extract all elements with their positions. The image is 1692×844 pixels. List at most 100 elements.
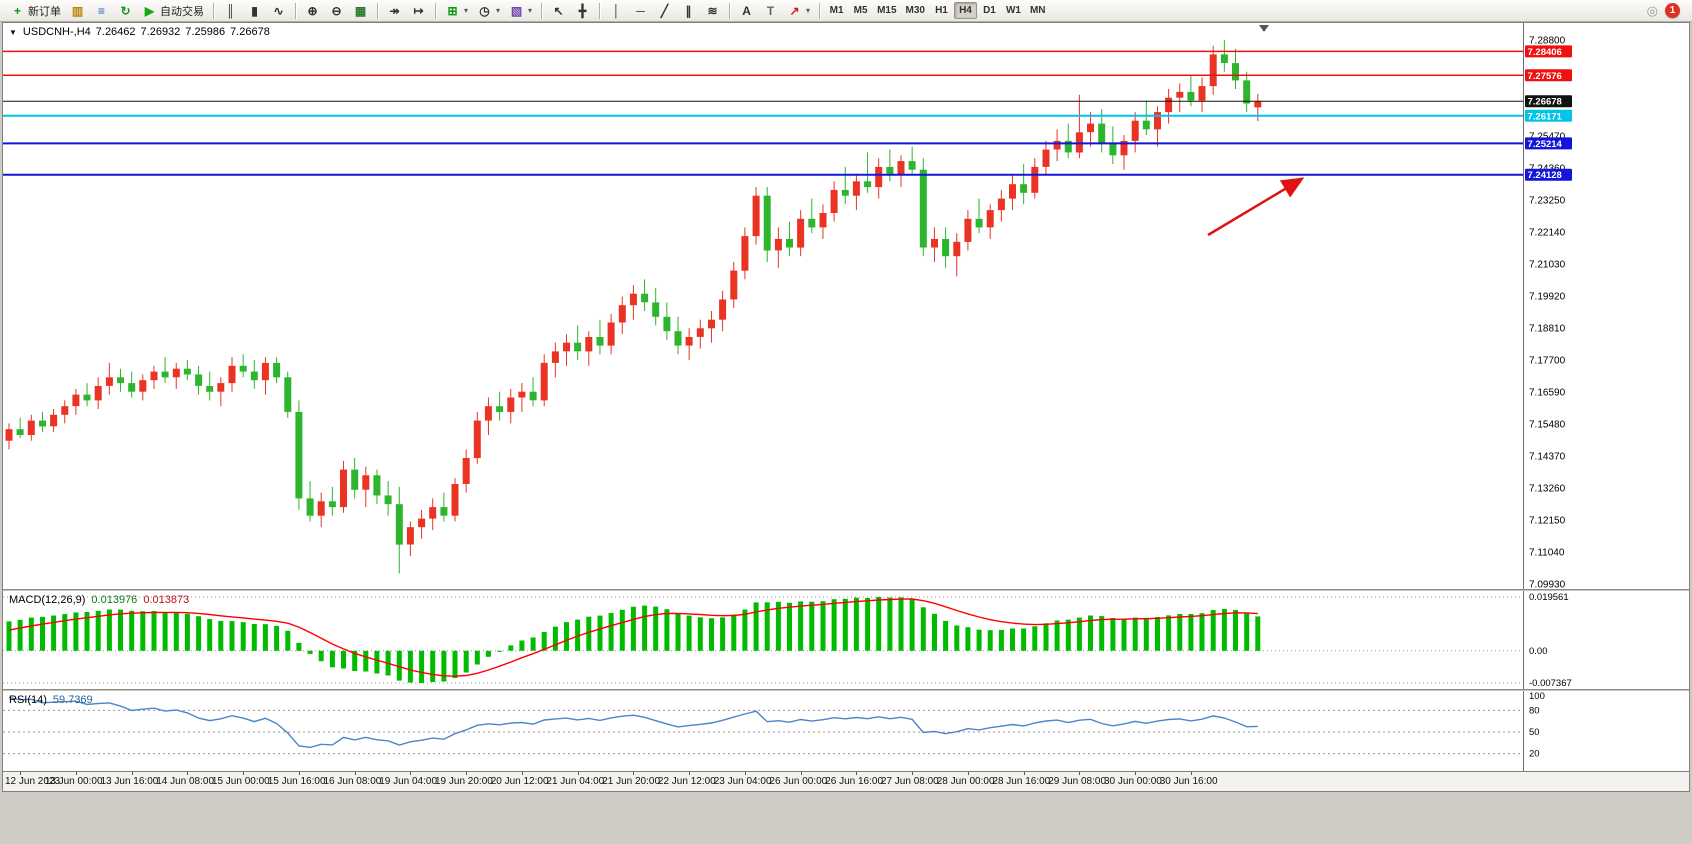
bar-chart-button[interactable]: ║ [219,2,242,20]
macd-main-value: 0.013976 [91,594,138,606]
channel-icon: ∥ [685,3,692,18]
cursor-button[interactable]: ↖ [547,2,570,20]
period-button-m5[interactable]: M5 [853,5,868,16]
candle-body [239,365,247,372]
macd-bar [229,621,235,651]
price-badge [1525,95,1572,108]
chart-title: ▼ USDCNH-,H4 7.26462 7.26932 7.25986 7.2… [9,26,270,38]
crosshair-button[interactable]: ╋ [571,2,594,20]
candle-body [1176,91,1184,98]
candle-body [1154,112,1161,130]
candle-body [362,475,370,490]
candle-body [574,342,582,352]
rsi-panel[interactable]: 100 80 50 20 [3,691,1689,771]
time-axis-label: 27 Jun 08:00 [880,776,939,787]
chart-shift-marker[interactable] [1259,25,1269,32]
horizontal-line-button[interactable]: ─ [629,2,652,20]
candle [128,371,136,398]
period-button-h4[interactable]: H4 [953,2,977,19]
trend-arrow-annotation[interactable] [1207,177,1305,237]
text-label-button[interactable]: T [759,2,782,20]
candlestick-chart-button[interactable]: ▮ [243,2,266,20]
macd-bar [575,619,581,651]
macd-bar [809,601,815,651]
period-button-w1[interactable]: W1 [1005,5,1021,16]
candle-body [1109,143,1117,156]
macd-bar [162,612,168,651]
candle-body [1042,149,1050,167]
candle [774,227,782,268]
alerts-icon[interactable]: ◎ [1646,2,1658,18]
macd-panel[interactable]: 0.019561 0.00 -0.007367 [3,591,1689,689]
macd-bar [853,597,859,651]
charts-profile-button[interactable]: ▥ [66,2,89,20]
arrows-button[interactable]: ↗ ▾ [783,2,814,20]
panel-separator-macd[interactable] [3,589,1689,591]
price-axis-label: 7.15480 [1529,420,1566,431]
refresh-button[interactable]: ↻ [114,2,137,20]
period-buttons-group: M1 M5 M15 M30 H1 H4 D1 W1 MN [823,2,1051,19]
macd-bar [151,611,157,651]
macd-bar [207,619,213,651]
price-axis-label: 7.23250 [1529,196,1566,207]
time-axis-tick [466,772,468,775]
macd-bar [1021,628,1027,651]
macd-bar [329,650,335,668]
one-click-trading-toggle[interactable]: ▼ [9,27,17,37]
auto-scroll-button[interactable]: ↠ [383,2,406,20]
candle [373,469,381,505]
macd-bar [519,640,525,651]
templates-button[interactable]: ▧ ▾ [505,2,536,20]
vertical-line-button[interactable]: │ [605,2,628,20]
fibonacci-button[interactable]: ≋ [701,2,724,20]
toolbar-separator [295,2,296,19]
indicators-button[interactable]: ⊞ ▾ [441,2,472,20]
candle-body [317,501,325,516]
market-watch-button[interactable]: ≡ [90,2,113,20]
notification-badge[interactable]: 1 [1665,3,1680,18]
new-order-button[interactable]: + 新订单 [6,2,65,20]
candle [685,328,693,360]
candle-body [27,420,35,435]
candlestick-icon: ▮ [251,3,258,18]
periods-button[interactable]: ◷ ▾ [473,2,504,20]
channel-button[interactable]: ∥ [677,2,700,20]
candle-body [931,238,938,248]
macd-bar [597,615,603,651]
candle [105,362,113,395]
period-button-mn[interactable]: MN [1029,5,1046,16]
period-button-m1[interactable]: M1 [829,5,844,16]
candle-body [340,469,347,508]
period-button-m30[interactable]: M30 [905,5,925,16]
main-chart[interactable]: 7.288007.254707.243607.232507.221407.210… [3,23,1689,589]
candle-body [864,181,872,188]
zoom-out-button[interactable]: ⊖ [325,2,348,20]
price-badge [1525,69,1572,82]
period-button-h1[interactable]: H1 [935,5,948,16]
macd-bar [842,598,848,651]
time-axis[interactable]: 12 Jun 2023 13 Jun 00:00 13 Jun 16:00 14 Ju… [3,771,1689,791]
time-axis-label: 16 Jun 08:00 [323,776,382,787]
text-button[interactable]: A [735,2,758,20]
macd-bar [307,650,313,654]
tile-windows-button[interactable]: ▦ [349,2,372,20]
candle-body [819,213,827,228]
trendline-button[interactable]: ╱ [653,2,676,20]
ohlc-high: 7.26932 [140,26,181,38]
autotrading-button[interactable]: ▶ 自动交易 [138,2,208,20]
macd-bar [1155,617,1160,651]
period-button-m15[interactable]: M15 [877,5,897,16]
label-icon: T [766,3,775,18]
chart-shift-button[interactable]: ↦ [407,2,430,20]
period-button-d1[interactable]: D1 [983,5,996,16]
candle-body [284,377,292,412]
candle [1131,112,1139,153]
panel-separator-rsi[interactable] [3,689,1689,691]
candle-body [1187,91,1195,101]
toolbar-separator [541,2,543,19]
candle-body [875,166,883,188]
zoom-in-button[interactable]: ⊕ [301,2,324,20]
line-chart-button[interactable]: ∿ [267,2,290,20]
macd-bar [1032,626,1038,651]
candle [1009,175,1016,211]
